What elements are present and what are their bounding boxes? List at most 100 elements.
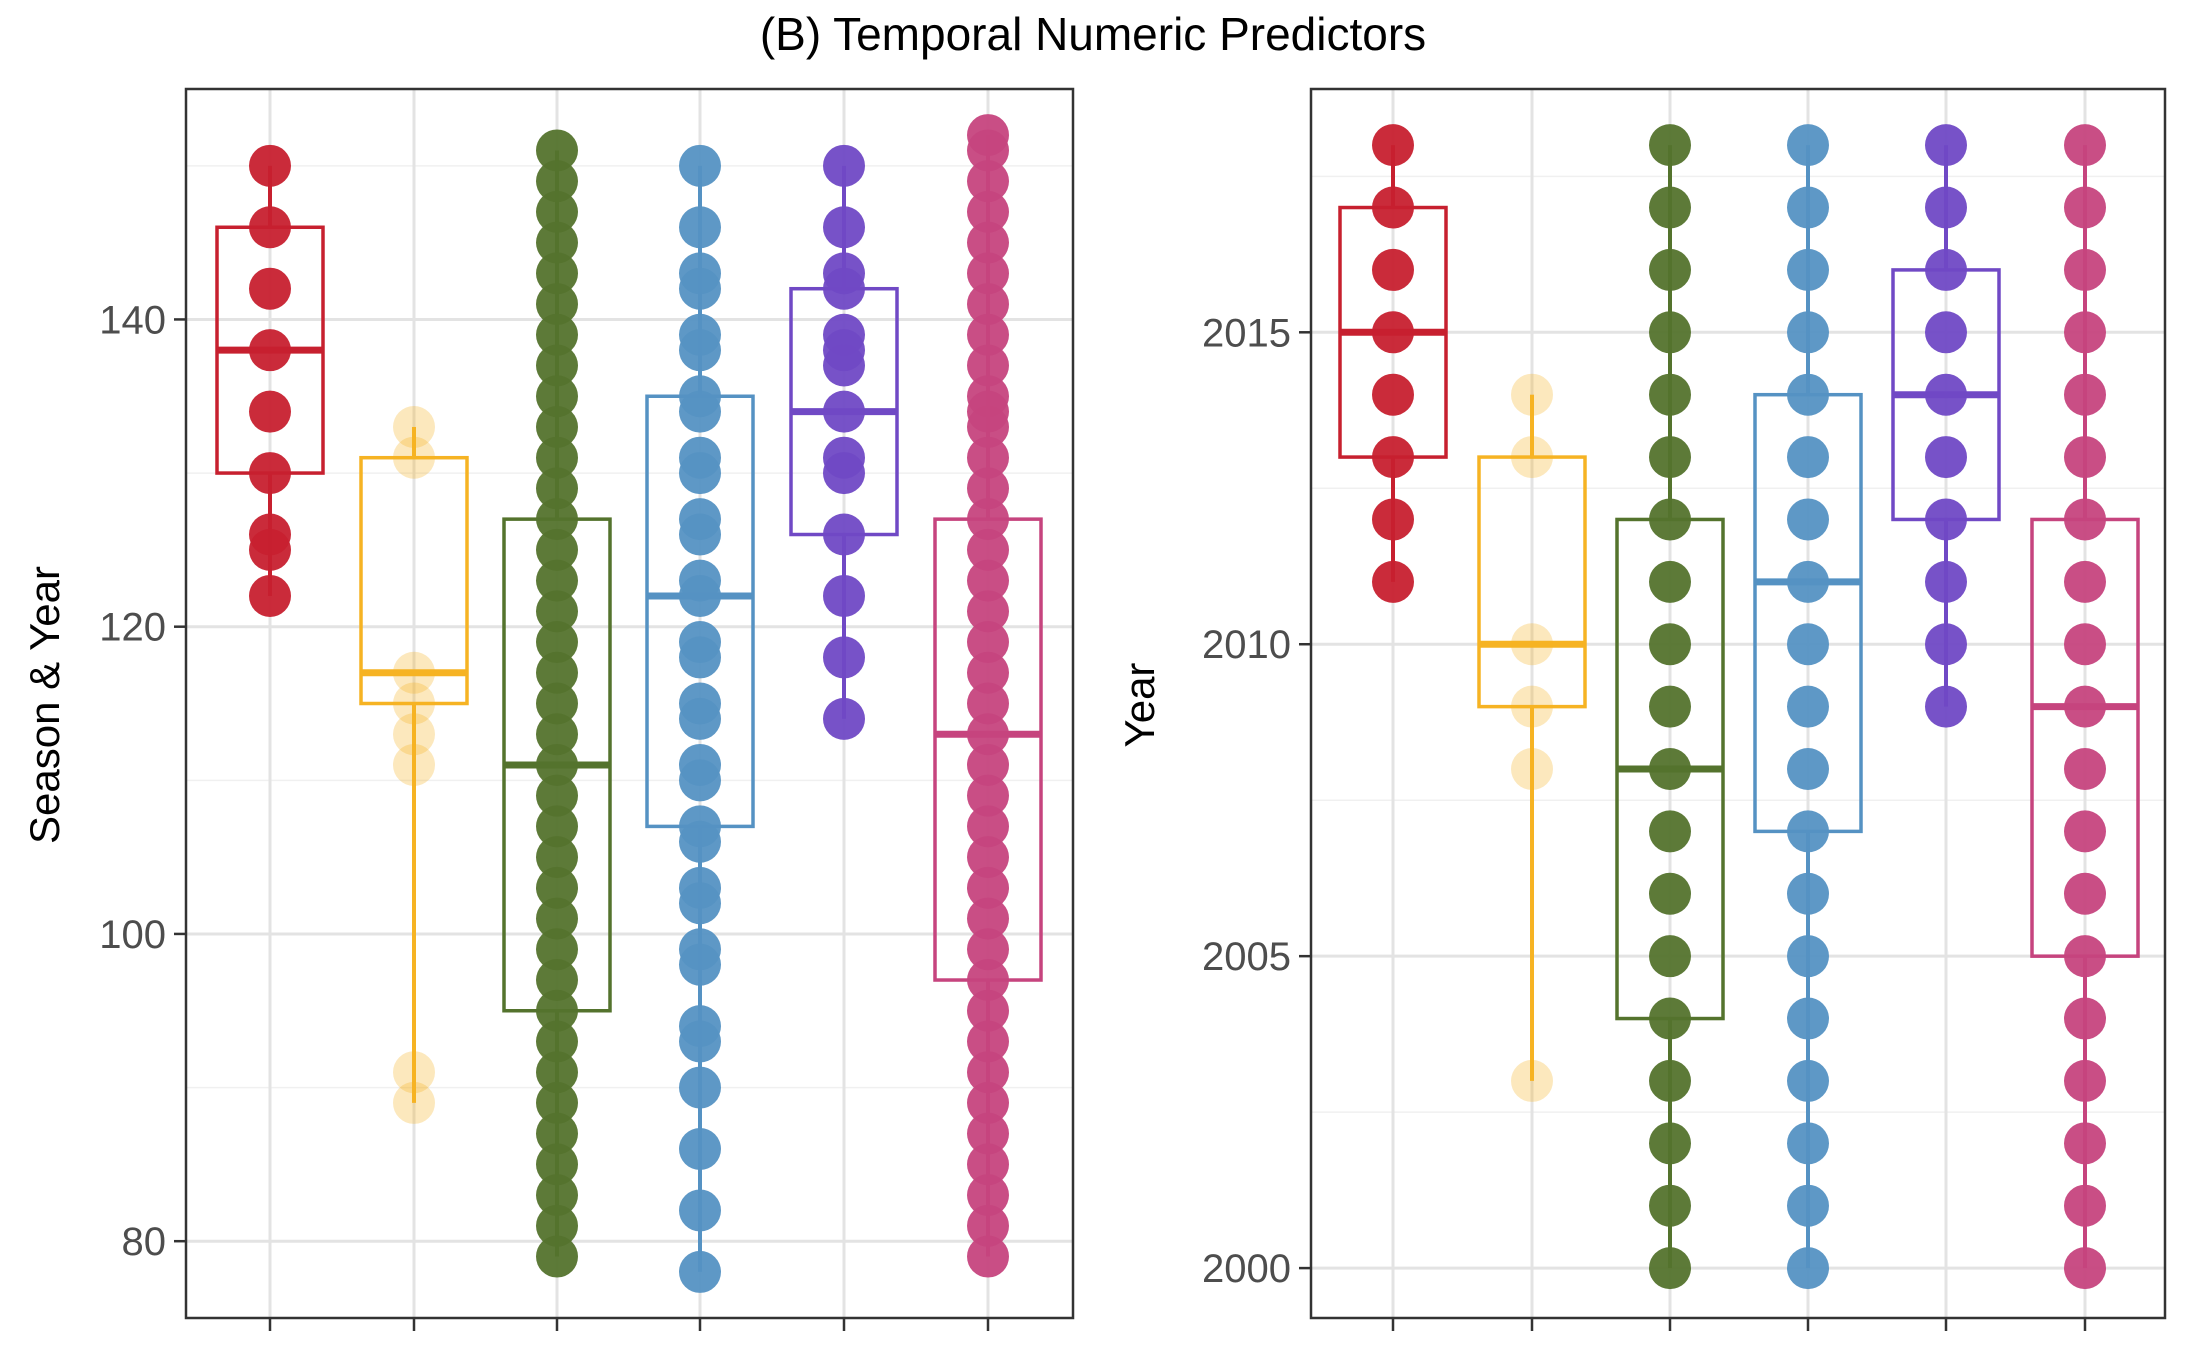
data-point <box>536 590 578 633</box>
data-point <box>2064 1122 2106 1165</box>
panel-2: 2000 2005 2010 2015 Year <box>1116 87 2167 1331</box>
data-point <box>823 344 865 387</box>
data-point <box>1925 124 1967 167</box>
data-point <box>967 897 1009 940</box>
data-point <box>1649 935 1691 978</box>
data-point <box>2064 311 2106 354</box>
data-point <box>536 252 578 295</box>
group-5 <box>1891 124 2001 728</box>
data-point <box>967 928 1009 971</box>
data-point <box>1649 498 1691 541</box>
data-point <box>679 390 721 433</box>
data-point <box>1649 872 1691 915</box>
y-tick-label: 2000 <box>1202 1247 1291 1291</box>
data-point <box>536 344 578 387</box>
data-point <box>823 390 865 433</box>
data-point <box>967 283 1009 326</box>
data-point <box>967 160 1009 203</box>
group-2 <box>1477 373 1587 1102</box>
data-point <box>823 697 865 740</box>
data-point <box>967 313 1009 356</box>
data-point <box>1511 436 1553 479</box>
data-point <box>1787 436 1829 479</box>
data-point <box>536 897 578 940</box>
data-point <box>679 697 721 740</box>
data-point <box>1787 1247 1829 1290</box>
y-tick-label: 100 <box>99 913 166 957</box>
data-point <box>679 206 721 249</box>
data-point <box>967 498 1009 541</box>
data-point <box>536 774 578 817</box>
data-point <box>2064 810 2106 853</box>
data-point <box>679 943 721 986</box>
data-point <box>536 743 578 786</box>
data-point <box>536 682 578 725</box>
data-point <box>967 1143 1009 1186</box>
box <box>1477 455 1587 709</box>
data-point <box>967 866 1009 909</box>
data-point <box>1787 872 1829 915</box>
data-point <box>536 283 578 326</box>
data-point <box>393 436 435 479</box>
data-point <box>967 989 1009 1032</box>
data-point <box>536 1204 578 1247</box>
data-point <box>536 1112 578 1155</box>
data-point <box>536 836 578 879</box>
data-point <box>2064 685 2106 728</box>
data-point <box>1787 373 1829 416</box>
data-point <box>679 636 721 679</box>
data-point <box>2064 248 2106 291</box>
data-point <box>967 1174 1009 1217</box>
data-point <box>967 1204 1009 1247</box>
data-point <box>536 160 578 203</box>
data-point <box>2064 623 2106 666</box>
data-point <box>249 206 291 249</box>
data-point <box>967 774 1009 817</box>
data-point <box>536 1081 578 1124</box>
data-point <box>1372 311 1414 354</box>
data-point <box>967 1235 1009 1278</box>
data-point <box>1787 748 1829 791</box>
data-point <box>679 759 721 802</box>
group-5 <box>789 144 899 740</box>
data-point <box>536 559 578 602</box>
data-point <box>679 1066 721 1109</box>
data-point <box>1787 810 1829 853</box>
data-point <box>1787 997 1829 1040</box>
data-point <box>967 559 1009 602</box>
data-point <box>967 221 1009 264</box>
data-point <box>2064 748 2106 791</box>
data-point <box>536 375 578 418</box>
data-point <box>1787 685 1829 728</box>
data-point <box>249 452 291 495</box>
panel-1: 80 100 120 140 Season & Year <box>21 87 1075 1331</box>
data-point <box>1787 935 1829 978</box>
data-point <box>679 820 721 863</box>
data-point <box>1925 436 1967 479</box>
data-point <box>1649 248 1691 291</box>
panel-border <box>184 87 1075 1320</box>
y-axis-title: Year <box>1116 663 1163 748</box>
data-point <box>823 267 865 310</box>
data-point <box>1787 623 1829 666</box>
data-point <box>967 836 1009 879</box>
data-point <box>2064 436 2106 479</box>
group-6 <box>2030 124 2140 1290</box>
data-point <box>679 329 721 372</box>
data-point <box>1925 685 1967 728</box>
data-point <box>679 267 721 310</box>
data-point <box>2064 1184 2106 1227</box>
data-point <box>1372 248 1414 291</box>
data-point <box>1925 373 1967 416</box>
data-point <box>536 405 578 448</box>
data-point <box>823 513 865 556</box>
data-point <box>679 574 721 617</box>
data-point <box>967 805 1009 848</box>
data-point <box>249 267 291 310</box>
data-point <box>823 144 865 187</box>
data-point <box>1787 1059 1829 1102</box>
data-point <box>536 959 578 1002</box>
data-point <box>967 129 1009 172</box>
data-point <box>536 928 578 971</box>
